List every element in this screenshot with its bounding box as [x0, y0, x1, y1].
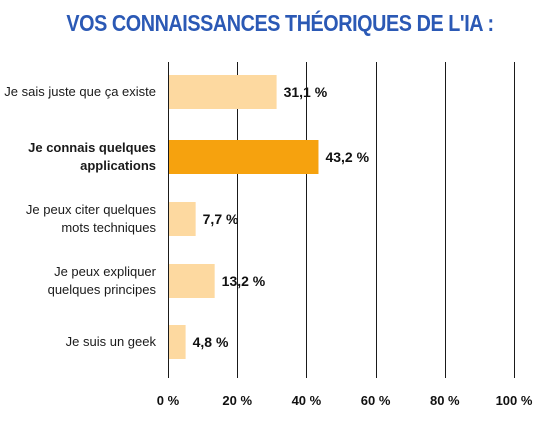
- bar-3: [169, 264, 215, 298]
- category-label-line: mots techniques: [61, 220, 156, 235]
- category-label-line: Je connais quelques: [28, 140, 156, 155]
- chart-title: VOS CONNAISSANCES THÉORIQUES DE L'IA :: [66, 10, 494, 36]
- bar-1: [169, 140, 319, 174]
- x-tick-label-40: 40 %: [292, 393, 322, 408]
- category-label-line: Je sais juste que ça existe: [4, 84, 156, 99]
- category-label-3: Je peux expliquer quelques principes: [48, 264, 157, 297]
- bar-2: [169, 202, 196, 236]
- value-label-1: 43,2 %: [325, 149, 369, 165]
- value-label-0: 31,1 %: [284, 84, 328, 100]
- x-tick-label-20: 20 %: [222, 393, 252, 408]
- category-label-line: applications: [80, 158, 156, 173]
- category-label-0: Je sais juste que ça existe: [4, 84, 156, 99]
- bar-4: [169, 325, 186, 359]
- category-label-2: Je peux citer quelques mots techniques: [26, 202, 157, 235]
- x-tick-label-60: 60 %: [361, 393, 391, 408]
- category-label-4: Je suis un geek: [66, 334, 157, 349]
- x-tick-label-80: 80 %: [430, 393, 460, 408]
- bar-0: [169, 75, 277, 109]
- category-label-line: Je peux citer quelques: [26, 202, 157, 217]
- x-tick-label-100: 100 %: [496, 393, 533, 408]
- category-label-line: Je peux expliquer: [54, 264, 157, 279]
- value-label-3: 13,2 %: [222, 273, 266, 289]
- value-label-2: 7,7 %: [203, 211, 239, 227]
- category-label-line: quelques principes: [48, 282, 157, 297]
- category-label-1: Je connais quelques applications: [28, 140, 156, 173]
- category-label-line: Je suis un geek: [66, 334, 157, 349]
- x-tick-label-0: 0 %: [157, 393, 180, 408]
- value-label-4: 4,8 %: [193, 334, 229, 350]
